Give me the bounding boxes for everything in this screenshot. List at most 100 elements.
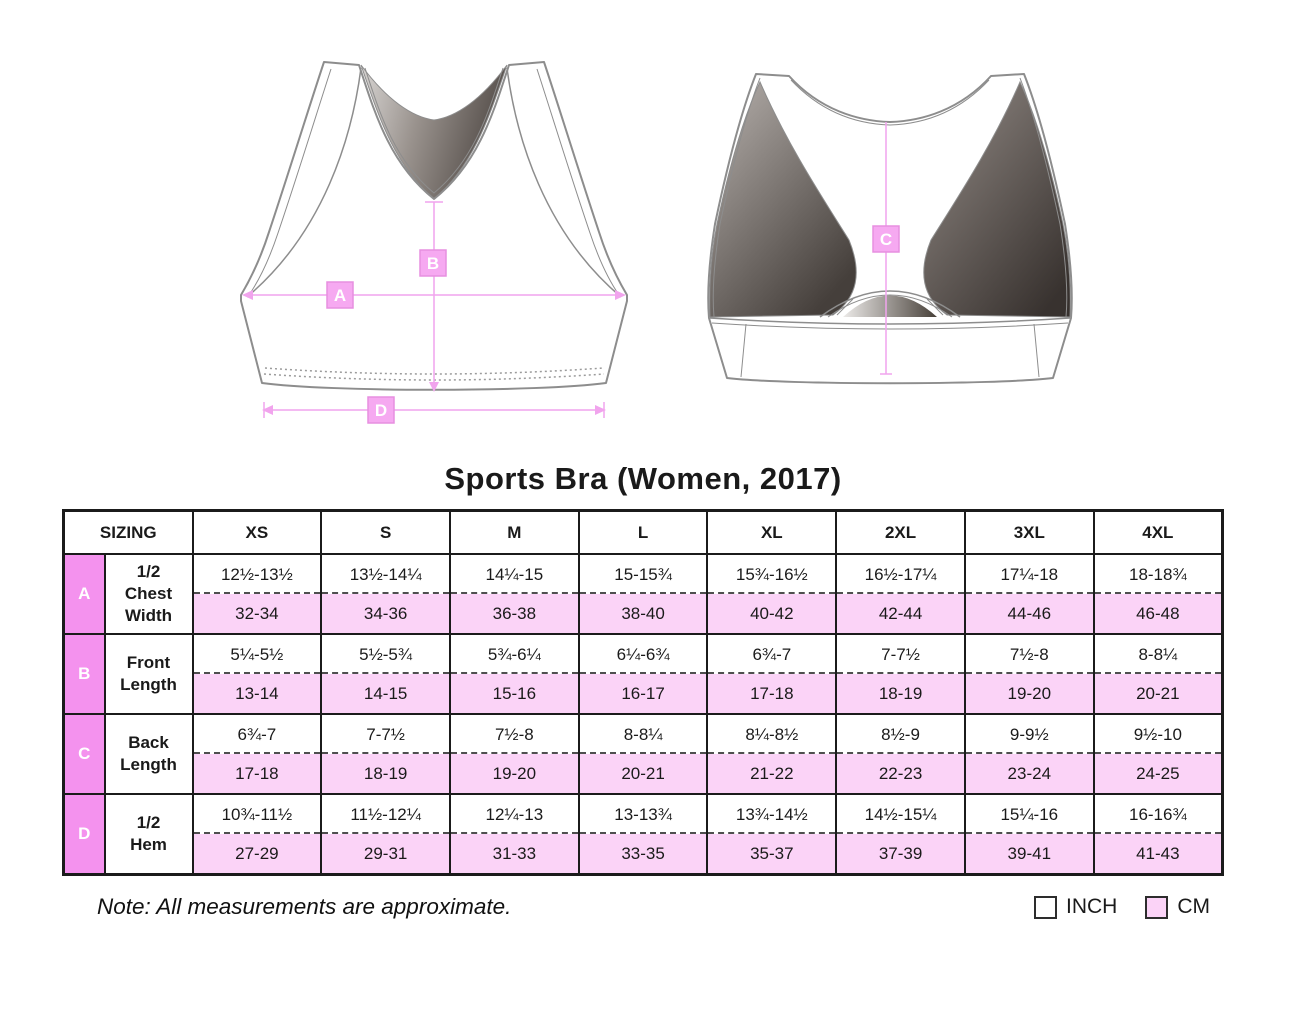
cm-value-cell: 41-43 [1092, 834, 1224, 876]
cm-value-cell: 18-19 [835, 674, 966, 715]
inch-value-cell: 7-7½ [835, 633, 966, 675]
cm-value-cell: 16-17 [577, 674, 709, 715]
measurement-label-d: D [375, 401, 387, 420]
cm-value-cell: 37-39 [835, 834, 966, 876]
inch-value-cell: 11½-12¼ [320, 793, 451, 835]
cm-value-cell: 36-38 [448, 594, 580, 635]
inch-value-cell: 5¼-5½ [191, 633, 323, 675]
cm-value-cell: 23-24 [963, 754, 1095, 795]
cm-value-cell: 27-29 [191, 834, 323, 876]
cm-value-cell: 24-25 [1092, 754, 1224, 795]
measurement-row-cm: 17-18 18-19 19-20 20-21 21-22 22-23 23-24 24-25 [64, 754, 1224, 795]
row-measurement-label: 1/2 Hem [103, 793, 194, 876]
cm-value-cell: 40-42 [706, 594, 838, 635]
legend-item-cm: CM [1145, 895, 1210, 919]
measurement-d: D [262, 396, 606, 424]
size-column-header: XL [706, 509, 838, 555]
size-column-header: XS [191, 509, 323, 555]
inch-value-cell: 7-7½ [320, 713, 451, 755]
measurement-label-a: A [334, 286, 346, 305]
measurement-label-c: C [880, 230, 892, 249]
inch-value-cell: 8-8¼ [1092, 633, 1224, 675]
cm-value-cell: 20-21 [1092, 674, 1224, 715]
cm-value-cell: 34-36 [320, 594, 451, 635]
cm-value-cell: 15-16 [448, 674, 580, 715]
units-legend: INCH CM [1034, 895, 1210, 919]
cm-value-cell: 17-18 [191, 754, 323, 795]
cm-value-cell: 32-34 [191, 594, 323, 635]
size-chart-table: SIZING XS S M L XL 2XL 3XL 4XL A 1/2 Chest Width… [62, 509, 1224, 876]
back-center-gusset [843, 295, 937, 317]
inch-value-cell: 7½-8 [448, 713, 580, 755]
inch-value-cell: 9½-10 [1092, 713, 1224, 755]
inch-value-cell: 7½-8 [963, 633, 1095, 675]
inch-value-cell: 8¼-8½ [706, 713, 838, 755]
note-text: Note: All measurements are approximate. [97, 894, 512, 919]
cm-value-cell: 22-23 [835, 754, 966, 795]
measurement-row-cm: 32-34 34-36 36-38 38-40 40-42 42-44 44-46 46-48 [64, 594, 1224, 635]
inch-value-cell: 15¼-16 [963, 793, 1095, 835]
inch-value-cell: 12½-13½ [191, 553, 323, 595]
inch-value-cell: 5½-5¾ [320, 633, 451, 675]
inch-value-cell: 6¼-6¾ [577, 633, 709, 675]
cm-value-cell: 14-15 [320, 674, 451, 715]
size-column-header: 4XL [1092, 509, 1224, 555]
sizing-header-cell: SIZING [62, 509, 194, 555]
row-measurement-label: Back Length [103, 713, 194, 795]
cm-value-cell: 29-31 [320, 834, 451, 876]
inch-swatch [1034, 895, 1057, 919]
inch-value-cell: 10¾-11½ [191, 793, 323, 835]
front-racerback-panel [360, 64, 508, 200]
size-column-header: L [577, 509, 709, 555]
measurement-row-inch: C Back Length 6¾-7 7-7½ 7½-8 8-8¼ 8¼-8½ 8½-9 9-9… [62, 713, 1224, 795]
inch-value-cell: 5¾-6¼ [448, 633, 580, 675]
size-column-header: 2XL [835, 509, 966, 555]
back-side-panel-right [923, 80, 1071, 318]
front-view-illustration: A B D [240, 61, 628, 424]
inch-value-cell: 8½-9 [835, 713, 966, 755]
size-column-header: S [320, 509, 451, 555]
cm-value-cell: 44-46 [963, 594, 1095, 635]
cm-value-cell: 20-21 [577, 754, 709, 795]
cm-value-cell: 33-35 [577, 834, 709, 876]
measurement-row-inch: A 1/2 Chest Width 12½-13½ 13½-14¼ 14¼-15 15-1… [62, 553, 1224, 635]
size-column-header: M [448, 509, 580, 555]
row-letter-badge: B [62, 633, 106, 715]
measurement-row-inch: D 1/2 Hem 10¾-11½ 11½-12¼ 12¼-13 13-13¾ 13¾-14… [62, 793, 1224, 876]
cm-value-cell: 31-33 [448, 834, 580, 876]
row-letter-badge: A [62, 553, 106, 635]
inch-value-cell: 15-15¾ [577, 553, 709, 595]
back-seam-lines [709, 77, 1071, 378]
inch-value-cell: 6¾-7 [191, 713, 323, 755]
cm-value-cell: 13-14 [191, 674, 323, 715]
cm-value-cell: 19-20 [963, 674, 1095, 715]
inch-value-cell: 18-18¾ [1092, 553, 1224, 595]
cm-value-cell: 17-18 [706, 674, 838, 715]
measurement-row-cm: 27-29 29-31 31-33 33-35 35-37 37-39 39-41 41-43 [64, 834, 1224, 876]
inch-label: INCH [1066, 895, 1118, 918]
cm-value-cell: 18-19 [320, 754, 451, 795]
cm-value-cell: 35-37 [706, 834, 838, 876]
cm-label: CM [1177, 895, 1211, 918]
cm-value-cell: 21-22 [706, 754, 838, 795]
measurement-b: B [419, 201, 447, 392]
row-measurement-label: 1/2 Chest Width [103, 553, 194, 635]
inch-value-cell: 15¾-16½ [706, 553, 838, 595]
inch-value-cell: 14¼-15 [448, 553, 580, 595]
inch-value-cell: 17¼-18 [963, 553, 1095, 595]
cm-value-cell: 46-48 [1092, 594, 1224, 635]
inch-value-cell: 6¾-7 [706, 633, 838, 675]
size-column-header: 3XL [963, 509, 1095, 555]
inch-value-cell: 13½-14¼ [320, 553, 451, 595]
back-view-illustration: C [707, 73, 1073, 385]
inch-value-cell: 14½-15¼ [835, 793, 966, 835]
cm-value-cell: 39-41 [963, 834, 1095, 876]
front-seam-lines [246, 67, 622, 298]
cm-swatch [1145, 895, 1169, 919]
measurement-row-inch: B Front Length 5¼-5½ 5½-5¾ 5¾-6¼ 6¼-6¾ 6¾-7 7-7… [62, 633, 1224, 715]
row-letter-badge: C [62, 713, 106, 795]
inch-value-cell: 8-8¼ [577, 713, 709, 755]
inch-value-cell: 16-16¾ [1092, 793, 1224, 835]
measurement-c: C [872, 122, 900, 375]
